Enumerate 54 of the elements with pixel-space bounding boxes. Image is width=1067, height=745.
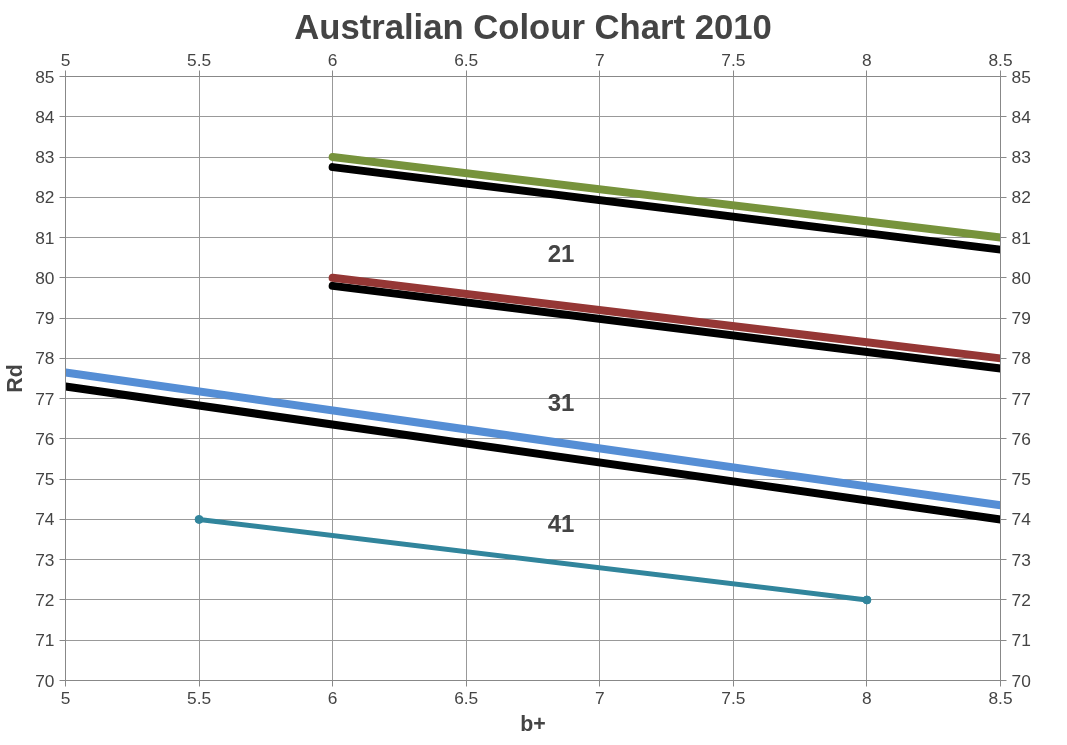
y2-tick-label: 74 xyxy=(1011,509,1032,530)
y-tick-label: 72 xyxy=(35,589,55,610)
y-tick-label: 83 xyxy=(35,147,55,168)
x2-tick-label: 8 xyxy=(862,687,872,708)
y-tick-label: 84 xyxy=(35,106,55,127)
x-tick-label: 7 xyxy=(594,49,605,70)
y2-tick-label: 72 xyxy=(1011,589,1031,610)
x-tick-label: 5 xyxy=(60,49,71,70)
y2-tick-label: 71 xyxy=(1011,630,1031,651)
x-tick-label: 8.5 xyxy=(988,49,1013,70)
y2-tick-label: 76 xyxy=(1011,428,1031,449)
y2-tick-label: 78 xyxy=(1011,348,1031,369)
y-tick-label: 78 xyxy=(35,348,55,369)
y-tick-label: 75 xyxy=(35,469,55,490)
y2-tick-label: 77 xyxy=(1011,388,1031,409)
y2-tick-label: 82 xyxy=(1011,187,1031,208)
y-tick-label: 85 xyxy=(35,66,55,87)
x-tick-label: 8 xyxy=(862,49,872,70)
x2-tick-label: 7.5 xyxy=(721,687,746,708)
y-tick-label: 74 xyxy=(35,509,55,530)
y-tick-label: 71 xyxy=(35,630,55,651)
x-axis-title: b+ xyxy=(520,711,546,736)
y2-tick-label: 84 xyxy=(1011,106,1032,127)
x2-tick-label: 7 xyxy=(594,687,605,708)
y2-tick-label: 75 xyxy=(1011,469,1031,490)
x-tick-label: 6 xyxy=(327,49,338,70)
x-tick-label: 7.5 xyxy=(721,49,746,70)
y2-tick-label: 85 xyxy=(1011,66,1031,87)
x-tick-label: 6.5 xyxy=(454,49,479,70)
y2-tick-label: 80 xyxy=(1011,267,1031,288)
annotation: 21 xyxy=(547,239,575,267)
annotation: 41 xyxy=(547,509,575,537)
x2-tick-label: 5 xyxy=(60,687,71,708)
y-tick-label: 73 xyxy=(35,549,55,570)
y2-tick-label: 83 xyxy=(1011,147,1031,168)
x2-tick-label: 8.5 xyxy=(988,687,1013,708)
y2-tick-label: 81 xyxy=(1011,227,1031,248)
y-axis-title: Rd xyxy=(3,364,28,393)
y-tick-label: 79 xyxy=(35,308,55,329)
y2-tick-label: 79 xyxy=(1011,308,1031,329)
y2-tick-label: 73 xyxy=(1011,549,1031,570)
x2-tick-label: 6.5 xyxy=(454,687,479,708)
y-tick-label: 80 xyxy=(35,267,55,288)
x2-tick-label: 5.5 xyxy=(187,687,212,708)
y-tick-label: 82 xyxy=(35,187,55,208)
y2-tick-label: 70 xyxy=(1011,670,1031,691)
y-tick-label: 81 xyxy=(35,227,55,248)
y-tick-label: 77 xyxy=(35,388,55,409)
y-tick-label: 76 xyxy=(35,428,55,449)
annotation: 31 xyxy=(547,389,575,417)
x-tick-label: 5.5 xyxy=(187,49,212,70)
chart-title: Australian Colour Chart 2010 xyxy=(294,7,772,46)
y-tick-label: 70 xyxy=(35,670,55,691)
x2-tick-label: 6 xyxy=(327,687,338,708)
